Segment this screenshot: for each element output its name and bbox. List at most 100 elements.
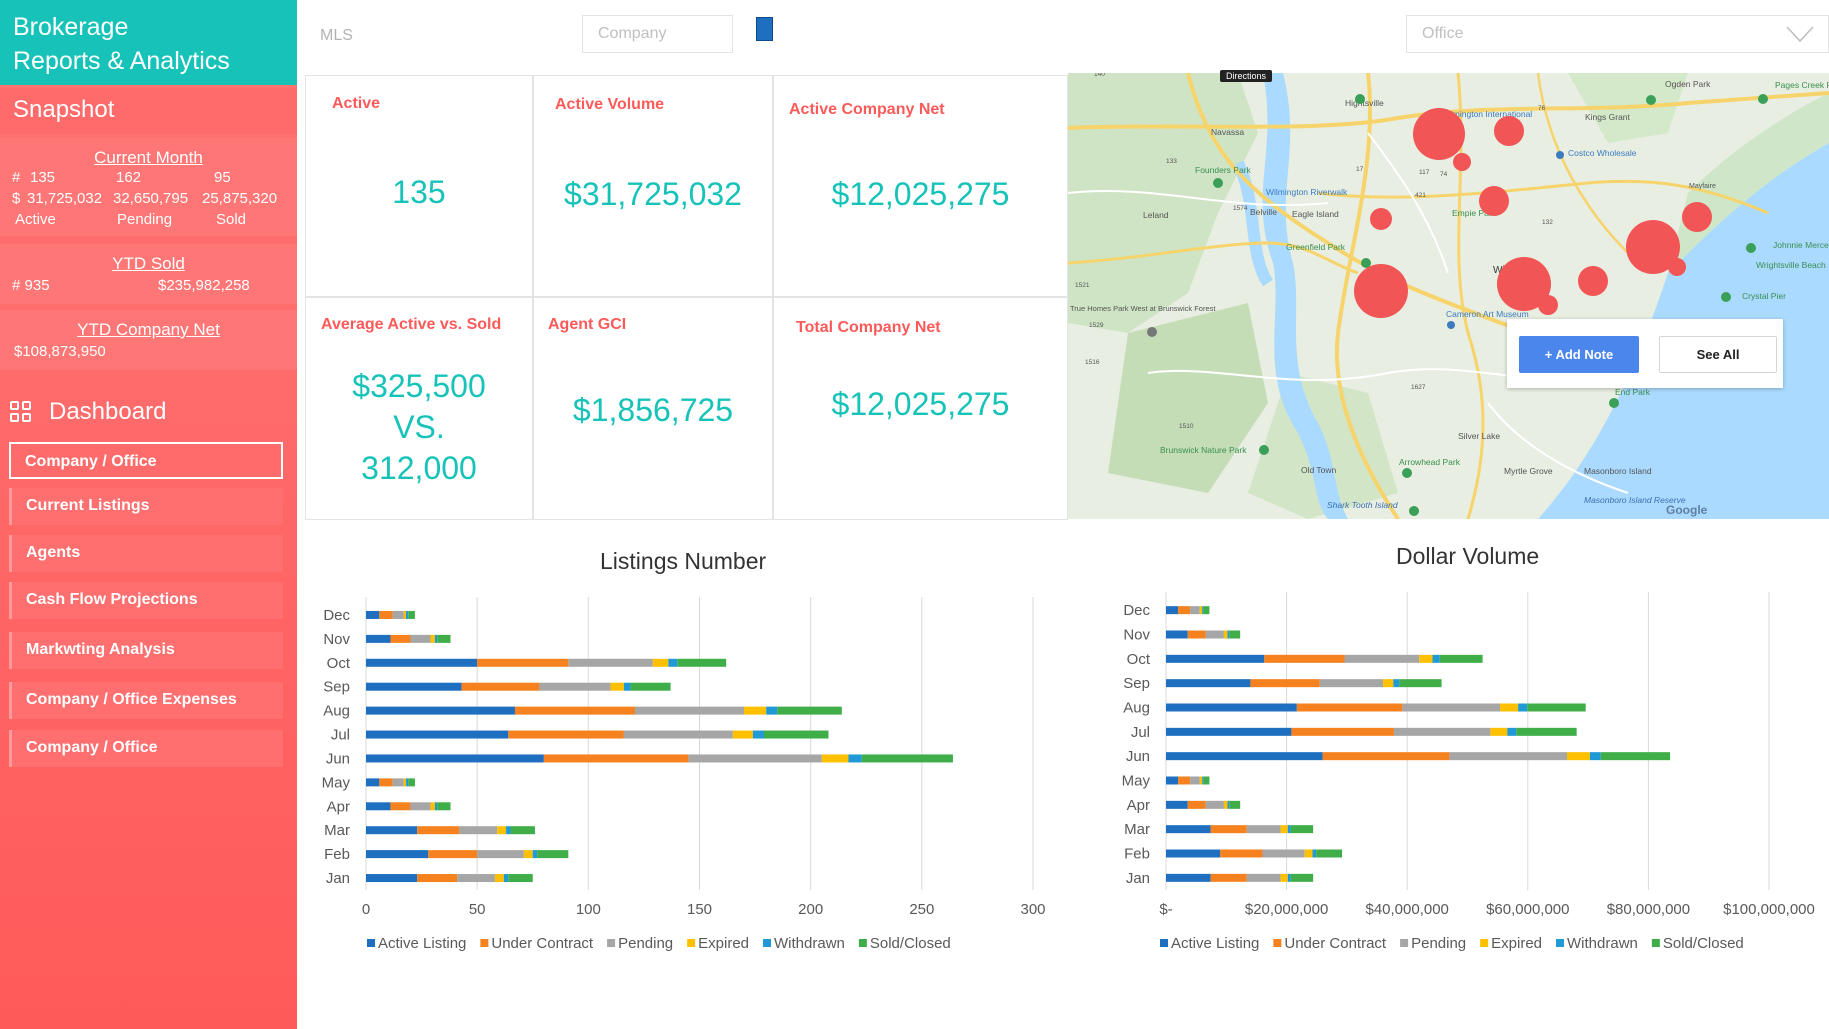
map-label: Costco Wholesale [1568, 148, 1637, 158]
ytd-sold-header[interactable]: YTD Sold [112, 254, 185, 273]
bar-segment [635, 706, 744, 715]
listing-marker[interactable] [1453, 153, 1471, 171]
legend-swatch [367, 939, 375, 947]
brand-header: Brokerage Reports & Analytics [0, 0, 297, 85]
add-note-button[interactable]: + Add Note [1519, 336, 1639, 373]
map-canvas[interactable]: Navassa Hightsville Wilmington Internati… [1068, 73, 1829, 519]
bar-segment [1250, 679, 1320, 688]
bar-segment [743, 706, 767, 715]
listings-number-chart: 0 50 100 150 200 250 300 Jan Feb Mar Apr May Jun Jul A… [322, 597, 1046, 952]
directions-tooltip[interactable]: Directions [1220, 70, 1273, 82]
bar-segment [1187, 630, 1206, 639]
map-label: True Homes Park West at Brunswick Forest [1070, 304, 1216, 313]
mls-filter-label[interactable]: MLS [320, 27, 353, 44]
y-tick-label: May [322, 774, 351, 791]
bar-segment [417, 874, 458, 883]
bar-segment [1210, 873, 1247, 882]
map-label: Ogden Park [1665, 79, 1711, 89]
bar-segment [1166, 873, 1211, 882]
company-filter-select[interactable]: Company [582, 15, 733, 53]
bar-segment [1166, 849, 1221, 858]
nav-current-listings[interactable]: Current Listings [9, 488, 283, 525]
map-view[interactable]: Navassa Hightsville Wilmington Internati… [1068, 73, 1829, 519]
legend-label: Under Contract [1284, 935, 1387, 952]
bar-segment [403, 610, 407, 619]
y-tick-label: Mar [1124, 821, 1150, 838]
bar-segment [434, 802, 438, 811]
map-note-toolbar: + Add Note See All [1507, 319, 1783, 388]
bar-segment [1344, 654, 1420, 663]
listing-marker[interactable] [1538, 295, 1558, 315]
listing-marker[interactable] [1578, 266, 1608, 296]
listing-marker[interactable] [1668, 258, 1686, 276]
bar-segment [514, 706, 636, 715]
nav-company-office-2[interactable]: Company / Office [9, 730, 283, 767]
y-tick-label: Sep [1123, 675, 1150, 692]
listing-marker[interactable] [1494, 116, 1524, 146]
bar-segment [390, 802, 411, 811]
y-tick-label: May [1122, 773, 1151, 790]
office-filter-select[interactable]: Office [1406, 15, 1829, 53]
ytd-sold-count: # 935 [12, 277, 50, 294]
y-tick-label: Apr [1127, 797, 1150, 814]
bar-segment [392, 610, 404, 619]
company-color-swatch[interactable] [756, 17, 773, 41]
ytd-company-net-amount: $108,873,950 [14, 343, 106, 360]
listing-marker[interactable] [1413, 108, 1465, 160]
bar-segment [1166, 703, 1297, 712]
map-label: Founders Park [1195, 165, 1251, 175]
bar-segment [1393, 727, 1491, 736]
bar-segment [417, 826, 460, 835]
bar-segment [1432, 654, 1440, 663]
legend-swatch [1651, 939, 1660, 947]
listing-marker[interactable] [1626, 220, 1680, 274]
chevron-down-icon[interactable] [1786, 25, 1814, 43]
kpi-active-company-net-card: Active Company Net $12,025,275 [773, 75, 1068, 297]
current-month-header[interactable]: Current Month [94, 148, 203, 167]
y-tick-label: Aug [1123, 700, 1150, 717]
x-tick-label: 50 [469, 901, 486, 918]
listing-marker[interactable] [1479, 186, 1509, 216]
nav-cash-flow-projections[interactable]: Cash Flow Projections [9, 582, 283, 619]
brand-line-2: Reports & Analytics [13, 47, 230, 75]
legend-swatch [1480, 939, 1489, 947]
ytd-company-net-header[interactable]: YTD Company Net [77, 320, 220, 339]
nav-agents[interactable]: Agents [9, 535, 283, 572]
sidebar: Brokerage Reports & Analytics Snapshot C… [0, 0, 297, 1029]
kpi-total-company-net-card: Total Company Net $12,025,275 [773, 297, 1068, 520]
listings-chart-title: Listings Number [600, 548, 767, 574]
x-tick-label: $- [1159, 901, 1172, 918]
bar-segment [1229, 630, 1241, 639]
bar-segment [532, 850, 538, 859]
bar-segment [1449, 752, 1567, 761]
bar-segment [390, 634, 411, 643]
see-all-button[interactable]: See All [1659, 336, 1777, 373]
bar-segment [408, 778, 415, 787]
bar-segment [1187, 800, 1206, 809]
nav-company-office-expenses[interactable]: Company / Office Expenses [9, 682, 283, 719]
nav-company-office[interactable]: Company / Office [9, 442, 283, 479]
bar-segment [461, 682, 540, 691]
listing-marker[interactable] [1354, 264, 1408, 318]
bar-segment [437, 802, 451, 811]
bar-segment [430, 802, 435, 811]
x-tick-label: 250 [909, 901, 934, 918]
bar-segment [437, 634, 451, 643]
listing-marker[interactable] [1682, 202, 1712, 232]
bar-segment [630, 682, 671, 691]
bar-segment [1589, 752, 1601, 761]
bar-segment [1166, 776, 1179, 785]
current-month-panel: Current Month # 135 162 95 $ 31,725,032 … [0, 138, 297, 236]
listing-markers[interactable] [1354, 108, 1712, 318]
x-tick-label: $20,000,000 [1245, 901, 1328, 918]
kpi-avg-active-value: $325,500 [352, 368, 486, 404]
listing-marker[interactable] [1497, 257, 1551, 311]
bar-segment [1500, 703, 1519, 712]
map-label: Myrtle Grove [1504, 466, 1553, 476]
y-tick-label: Jun [1126, 748, 1150, 765]
bar-segment [1291, 727, 1394, 736]
road-shield: 1529 [1089, 322, 1104, 329]
nav-marketing-analysis[interactable]: Markwting Analysis [9, 632, 283, 669]
bar-segment [1402, 703, 1501, 712]
listing-marker[interactable] [1370, 208, 1392, 230]
